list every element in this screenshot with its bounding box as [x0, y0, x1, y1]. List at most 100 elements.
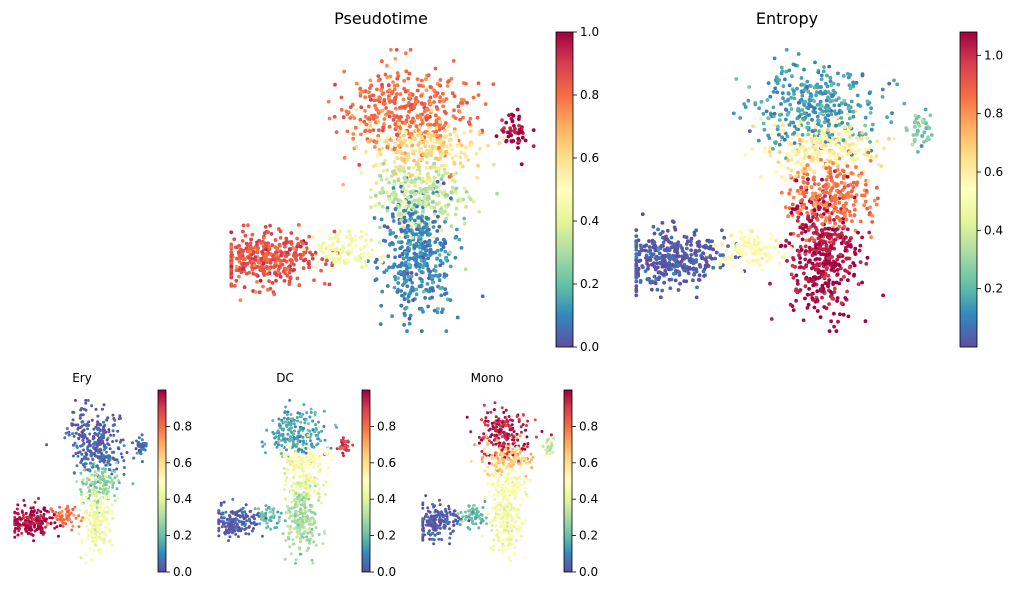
scatter-point — [120, 452, 123, 455]
scatter-point — [397, 236, 401, 240]
scatter-point — [851, 110, 855, 114]
scatter-point — [634, 294, 638, 298]
scatter-point — [292, 538, 295, 541]
scatter-point — [773, 123, 777, 127]
scatter-point — [795, 179, 799, 183]
scatter-point — [502, 126, 506, 130]
scatter-point — [33, 524, 36, 527]
scatter-point — [865, 136, 869, 140]
scatter-point — [762, 122, 766, 126]
scatter-point — [451, 179, 455, 183]
scatter-point — [338, 260, 342, 264]
scatter-point — [913, 125, 917, 129]
scatter-point — [17, 534, 20, 537]
scatter-point — [412, 159, 416, 163]
scatter-point — [790, 273, 794, 277]
scatter-point — [50, 507, 53, 510]
scatter-point — [122, 459, 125, 462]
scatter-point — [393, 255, 397, 259]
scatter-point — [243, 257, 247, 261]
scatter-point — [720, 228, 724, 232]
scatter-point — [391, 212, 395, 216]
scatter-point — [800, 76, 804, 80]
scatter-point — [404, 191, 408, 195]
scatter-point — [371, 248, 375, 252]
scatter-point — [374, 194, 378, 198]
scatter-point — [803, 100, 807, 104]
scatter-point — [836, 216, 840, 220]
scatter-point — [758, 263, 762, 267]
scatter-point — [37, 497, 40, 500]
scatter-point — [438, 263, 442, 267]
scatter-point — [417, 224, 421, 228]
scatter-point — [850, 131, 854, 135]
scatter-point — [421, 265, 425, 269]
scatter-point — [846, 244, 850, 248]
scatter-point — [375, 266, 379, 270]
scatter-point — [278, 449, 281, 452]
scatter-point — [653, 275, 657, 279]
scatter-point — [835, 329, 839, 333]
scatter-point — [93, 549, 96, 552]
scatter-point — [392, 118, 396, 122]
scatter-point — [833, 287, 837, 291]
scatter-point — [491, 82, 495, 86]
scatter-point — [738, 116, 742, 120]
scatter-point — [476, 164, 480, 168]
scatter-point — [838, 190, 842, 194]
scatter-point — [920, 144, 924, 148]
scatter-point — [413, 193, 417, 197]
scatter-point — [390, 91, 394, 95]
scatter-point — [251, 530, 254, 533]
scatter-point — [438, 95, 442, 99]
scatter-point — [464, 267, 468, 271]
scatter-point — [331, 243, 335, 247]
scatter-point — [83, 469, 86, 472]
scatter-point — [691, 278, 695, 282]
scatter-point — [464, 82, 468, 86]
scatter-point — [812, 223, 816, 227]
scatter-point — [740, 270, 744, 274]
scatter-point — [836, 115, 840, 119]
scatter-point — [320, 257, 324, 261]
scatter-point — [379, 304, 383, 308]
scatter-point — [816, 309, 820, 313]
scatter-point — [80, 539, 83, 542]
scatter-point — [433, 212, 437, 216]
scatter-point — [258, 290, 262, 294]
scatter-point — [831, 204, 835, 208]
scatter-point — [307, 466, 310, 469]
scatter-point — [365, 232, 369, 236]
scatter-point — [834, 139, 838, 143]
scatter-point — [442, 140, 446, 144]
scatter-point — [875, 139, 879, 143]
scatter-point — [105, 419, 108, 422]
scatter-point — [379, 153, 383, 157]
scatter-point — [393, 122, 397, 126]
scatter-point — [45, 510, 48, 513]
scatter-point — [649, 252, 653, 256]
scatter-point — [25, 529, 28, 532]
scatter-point — [374, 260, 378, 264]
scatter-point — [808, 146, 812, 150]
scatter-point — [443, 129, 447, 133]
scatter-point — [29, 522, 32, 525]
scatter-point — [867, 179, 871, 183]
scatter-point — [721, 242, 725, 246]
scatter-point — [837, 233, 841, 237]
scatter-point — [430, 165, 434, 169]
scatter-point — [100, 497, 103, 500]
scatter-point — [113, 476, 116, 479]
scatter-point — [81, 444, 84, 447]
scatter-point — [76, 446, 79, 449]
scatter-point — [388, 125, 392, 129]
colorbar-tick-label: 0.6 — [173, 456, 192, 470]
scatter-point — [385, 191, 389, 195]
scatter-point — [414, 100, 418, 104]
scatter-point — [634, 248, 638, 252]
scatter-point — [241, 230, 245, 234]
scatter-point — [421, 242, 425, 246]
scatter-point — [113, 419, 116, 422]
colorbar-tick-label: 0.4 — [580, 214, 599, 228]
scatter-point — [291, 514, 294, 517]
